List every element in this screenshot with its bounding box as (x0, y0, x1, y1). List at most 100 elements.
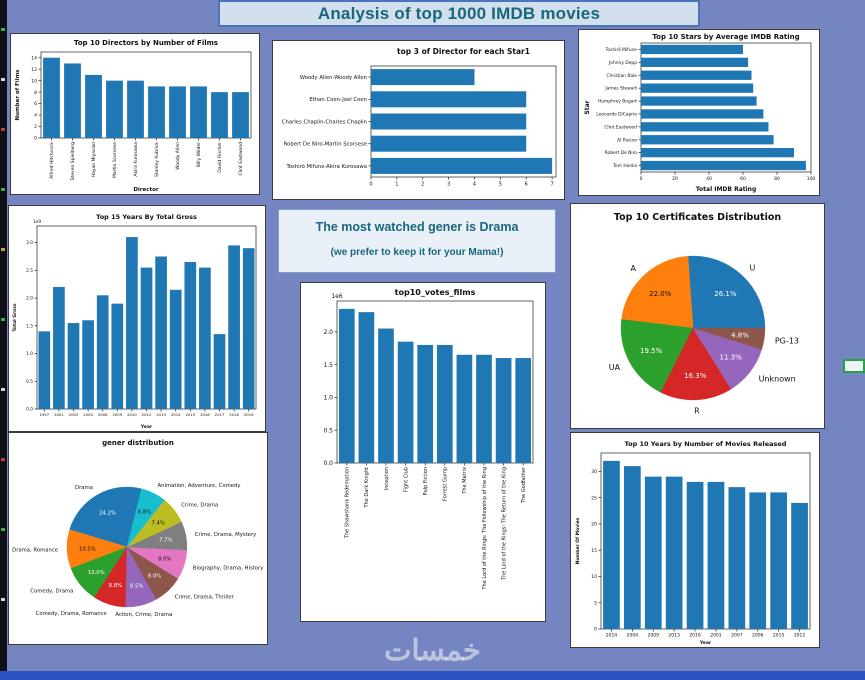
chart-panel-genre-distribution: gener distribution 24.2% Drama 10.5% Drama, … (8, 432, 268, 645)
svg-text:Drama: Drama (75, 485, 93, 491)
note-line2: (we prefer to keep it for your Mama!) (330, 247, 504, 258)
dashboard-title-box: Analysis of top 1000 IMDB movies (218, 0, 700, 27)
svg-text:Steven Spielberg: Steven Spielberg (70, 142, 76, 180)
artifact-speck (1, 128, 5, 131)
svg-text:Tom Hanks: Tom Hanks (612, 163, 638, 169)
artifact-speck (1, 188, 5, 191)
svg-text:7.4%: 7.4% (151, 520, 164, 526)
svg-text:24.2%: 24.2% (99, 510, 116, 516)
svg-text:1: 1 (395, 182, 398, 188)
svg-text:Top 10 Years by Number of Movi: Top 10 Years by Number of Movies Release… (625, 440, 787, 448)
screen-left-edge (0, 0, 7, 671)
svg-text:8.8%: 8.8% (109, 583, 122, 589)
svg-text:2012: 2012 (794, 633, 806, 639)
taskbar-strip (0, 671, 865, 680)
svg-text:Christian Bale: Christian Bale (606, 73, 637, 79)
svg-text:0: 0 (34, 136, 37, 142)
svg-text:2013: 2013 (156, 412, 166, 417)
svg-text:Animation, Adventure, Comedy: Animation, Adventure, Comedy (158, 483, 241, 489)
svg-text:Top 15 Years By Total Gross: Top 15 Years By Total Gross (96, 213, 197, 221)
svg-text:Alfred Hitchcock: Alfred Hitchcock (49, 142, 55, 179)
svg-text:Akira Kurosawa: Akira Kurosawa (133, 142, 139, 177)
svg-text:11.3%: 11.3% (720, 354, 743, 362)
svg-text:3: 3 (447, 182, 450, 188)
svg-text:80: 80 (774, 176, 780, 182)
svg-text:The Godfather: The Godfather (521, 466, 527, 504)
svg-text:Top 10 Stars by Average IMDB R: Top 10 Stars by Average IMDB Rating (652, 33, 799, 41)
svg-text:2018: 2018 (229, 412, 239, 417)
svg-text:Charles Chaplin-Charles Chapli: Charles Chaplin-Charles Chaplin (282, 119, 367, 125)
svg-text:1.5: 1.5 (323, 362, 333, 369)
svg-text:2.5: 2.5 (26, 268, 33, 274)
svg-text:6: 6 (34, 101, 37, 107)
svg-text:Leonardo DiCaprio: Leonardo DiCaprio (596, 112, 637, 118)
svg-text:Toshirô Mifune-Akira Kurosawa: Toshirô Mifune-Akira Kurosawa (285, 163, 367, 170)
svg-text:30: 30 (591, 469, 597, 475)
svg-text:0: 0 (594, 627, 597, 633)
svg-text:7.7%: 7.7% (159, 537, 172, 543)
note-box: The most watched gener is Drama (we pref… (278, 209, 556, 273)
svg-text:top10_votes_films: top10_votes_films (395, 288, 476, 297)
svg-text:2015: 2015 (773, 633, 785, 639)
chart-panel-years-gross: 0.0 0.5 1.0 1.5 2.0 2.5 3.0 1997 2001 2003 2004 200… (8, 205, 266, 432)
svg-text:0.5: 0.5 (26, 379, 33, 385)
artifact-speck (1, 528, 5, 531)
certificates-pie-chart: Top 10 Certificates Distribution 26.1% U 22… (609, 212, 799, 416)
svg-text:1997: 1997 (39, 412, 49, 417)
svg-text:Drama, Romance: Drama, Romance (12, 547, 58, 553)
svg-text:A: A (630, 264, 636, 273)
svg-text:8: 8 (34, 90, 37, 96)
svg-text:2007: 2007 (731, 633, 743, 639)
svg-text:Total Gross: Total Gross (12, 303, 18, 332)
svg-text:The Lord of the Rings: The Ret: The Lord of the Rings: The Return of the… (501, 467, 507, 581)
svg-text:Comedy, Drama: Comedy, Drama (30, 588, 73, 594)
svg-text:4: 4 (34, 113, 37, 119)
svg-text:40: 40 (706, 176, 712, 182)
svg-text:The Matrix: The Matrix (462, 467, 468, 495)
svg-text:2: 2 (34, 124, 37, 130)
svg-text:10.0%: 10.0% (88, 570, 105, 576)
svg-text:19.5%: 19.5% (640, 347, 663, 355)
stars-rating-hbar-chart: 0 20 40 60 80 100 Toshirô Mifune Johnny Depp Chr… (584, 33, 815, 193)
artifact-speck (1, 248, 5, 251)
svg-text:8.5%: 8.5% (130, 583, 143, 589)
svg-text:22.0%: 22.0% (649, 290, 672, 298)
svg-text:Fight Club: Fight Club (403, 467, 409, 492)
svg-text:Crime, Drama, Mystery: Crime, Drama, Mystery (195, 532, 257, 538)
note-line1: The most watched gener is Drama (315, 220, 519, 234)
svg-text:2004: 2004 (83, 412, 93, 417)
svg-text:Inception: Inception (384, 467, 390, 490)
svg-text:Humphrey Bogart: Humphrey Bogart (598, 99, 637, 105)
svg-text:16.3%: 16.3% (684, 372, 707, 380)
genre-pie-chart: gener distribution 24.2% Drama 10.5% Drama, … (12, 439, 263, 618)
svg-text:Woody Allen: Woody Allen (175, 142, 181, 170)
svg-text:Pulp Fiction: Pulp Fiction (423, 467, 429, 495)
svg-text:2001: 2001 (710, 633, 722, 639)
director-star-hbar-chart: 0 1 2 3 4 5 6 7 Woody Allen-Woody Allen Ethan Coe… (282, 47, 557, 188)
svg-text:Star: Star (584, 100, 591, 114)
svg-text:U: U (749, 263, 755, 272)
svg-text:6.8%: 6.8% (138, 509, 151, 515)
svg-text:Number Of Movies: Number Of Movies (575, 517, 581, 564)
svg-text:2013: 2013 (668, 633, 680, 639)
svg-text:7: 7 (551, 182, 554, 188)
svg-text:0: 0 (640, 176, 643, 182)
chart-panel-top-stars: 0 20 40 60 80 100 Toshirô Mifune Johnny Depp Chr… (578, 29, 820, 196)
svg-text:2009: 2009 (112, 412, 122, 417)
votes-films-bar-chart: 0.0 0.5 1.0 1.5 2.0 The Shawshank Redemption T… (323, 288, 534, 591)
svg-text:PG-13: PG-13 (775, 336, 799, 345)
svg-text:Biography, Drama, History: Biography, Drama, History (193, 565, 263, 571)
svg-text:5: 5 (499, 182, 502, 188)
svg-text:Number of Films: Number of Films (15, 69, 21, 121)
svg-text:8.0%: 8.0% (158, 557, 171, 563)
svg-text:0.0: 0.0 (323, 460, 333, 467)
svg-text:Director: Director (133, 187, 159, 193)
svg-text:gener distribution: gener distribution (102, 439, 174, 447)
svg-text:60: 60 (740, 176, 746, 182)
svg-text:2014: 2014 (171, 412, 181, 417)
svg-text:Robert De Niro-Martin Scorsese: Robert De Niro-Martin Scorsese (284, 142, 367, 148)
svg-text:2006: 2006 (752, 633, 764, 639)
svg-text:1e6: 1e6 (331, 293, 343, 300)
watermark: خمسات (384, 635, 481, 667)
